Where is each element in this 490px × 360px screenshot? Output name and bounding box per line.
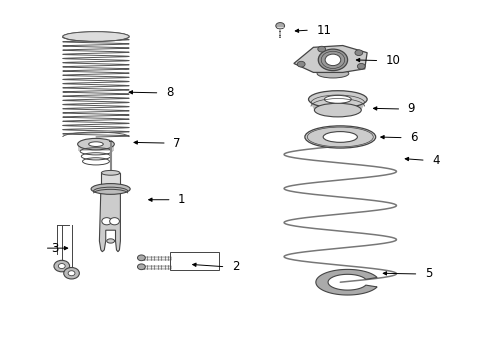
Ellipse shape [63, 32, 129, 41]
Ellipse shape [309, 91, 367, 108]
Text: 11: 11 [317, 24, 331, 37]
Ellipse shape [324, 95, 351, 103]
Circle shape [68, 271, 75, 276]
Text: 9: 9 [408, 103, 415, 116]
Text: 7: 7 [173, 136, 181, 149]
Circle shape [102, 218, 112, 225]
Ellipse shape [315, 103, 361, 117]
Circle shape [64, 267, 79, 279]
Circle shape [297, 61, 305, 67]
Polygon shape [309, 99, 367, 110]
Ellipse shape [107, 239, 115, 243]
Circle shape [54, 260, 70, 272]
Circle shape [355, 50, 363, 55]
Text: 1: 1 [178, 193, 186, 206]
Text: 8: 8 [166, 86, 173, 99]
Circle shape [318, 46, 326, 52]
Circle shape [357, 63, 365, 69]
Ellipse shape [91, 184, 130, 194]
Text: 10: 10 [386, 54, 401, 67]
Ellipse shape [317, 69, 349, 78]
Ellipse shape [138, 264, 146, 270]
Circle shape [110, 218, 120, 225]
Ellipse shape [305, 126, 376, 148]
Polygon shape [99, 189, 121, 252]
Ellipse shape [101, 170, 120, 175]
Text: 3: 3 [51, 242, 58, 255]
Circle shape [318, 49, 347, 71]
Text: 2: 2 [232, 260, 239, 273]
Text: 4: 4 [432, 154, 440, 167]
Ellipse shape [323, 132, 357, 142]
Circle shape [276, 23, 285, 29]
Circle shape [325, 54, 341, 66]
Polygon shape [294, 45, 367, 72]
Ellipse shape [77, 138, 114, 150]
Ellipse shape [138, 255, 146, 261]
Text: 5: 5 [425, 267, 432, 280]
Polygon shape [316, 269, 377, 295]
Ellipse shape [89, 142, 103, 147]
Text: 6: 6 [410, 131, 417, 144]
FancyBboxPatch shape [101, 173, 120, 189]
Circle shape [58, 264, 65, 269]
Polygon shape [77, 144, 114, 151]
